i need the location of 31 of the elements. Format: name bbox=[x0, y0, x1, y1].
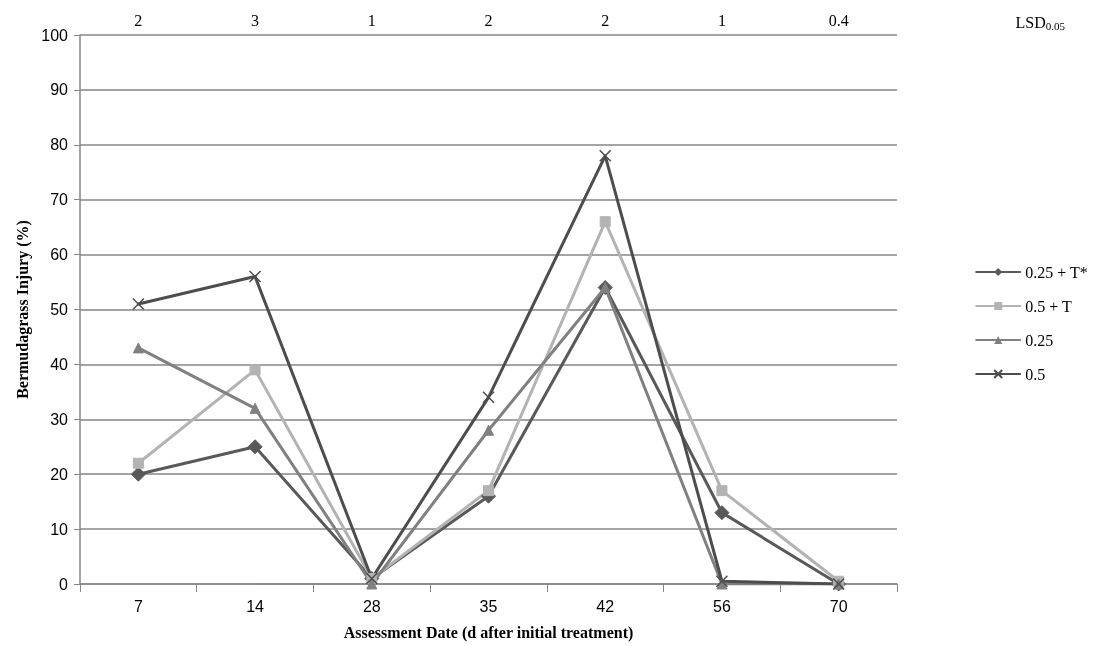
y-tick-label: 0 bbox=[59, 575, 69, 593]
y-axis-title: Bermudagrass Injury (%) bbox=[13, 220, 32, 399]
y-tick-label: 10 bbox=[50, 520, 69, 538]
text: 2 bbox=[134, 11, 143, 29]
legend-label: 0.25 bbox=[1025, 331, 1054, 349]
legend-label: 0.5 bbox=[1025, 365, 1046, 383]
y-tick-label: 90 bbox=[50, 81, 69, 99]
y-tick-label: 40 bbox=[50, 355, 69, 373]
y-tick-label: 100 bbox=[41, 26, 69, 44]
y-tick-label: 20 bbox=[50, 465, 69, 483]
y-tick-label: 30 bbox=[50, 410, 69, 428]
y-tick-label: 70 bbox=[50, 191, 69, 209]
x-axis-title: Assessment Date (d after initial treatment) bbox=[343, 623, 634, 642]
text: 2 bbox=[484, 11, 493, 29]
x-tick-label: 7 bbox=[133, 597, 143, 615]
x-tick-label: 42 bbox=[596, 597, 615, 615]
text: 1 bbox=[367, 11, 376, 29]
x-tick-label: 56 bbox=[713, 597, 731, 615]
legend-label: 0.25 + T* bbox=[1025, 263, 1088, 281]
x-tick-label: 70 bbox=[829, 597, 848, 615]
y-tick-label: 60 bbox=[50, 246, 69, 264]
x-tick-label: 14 bbox=[246, 597, 265, 615]
text: 0.4 bbox=[828, 11, 849, 29]
y-tick-label: 50 bbox=[50, 301, 69, 318]
x-tick-label: 35 bbox=[479, 597, 498, 615]
text: 3 bbox=[251, 11, 260, 29]
text: 1 bbox=[717, 11, 726, 29]
legend-label: 0.5 + T bbox=[1025, 297, 1072, 315]
text: 2 bbox=[601, 11, 610, 29]
y-tick-label: 80 bbox=[50, 136, 69, 154]
x-tick-label: 28 bbox=[362, 597, 381, 615]
